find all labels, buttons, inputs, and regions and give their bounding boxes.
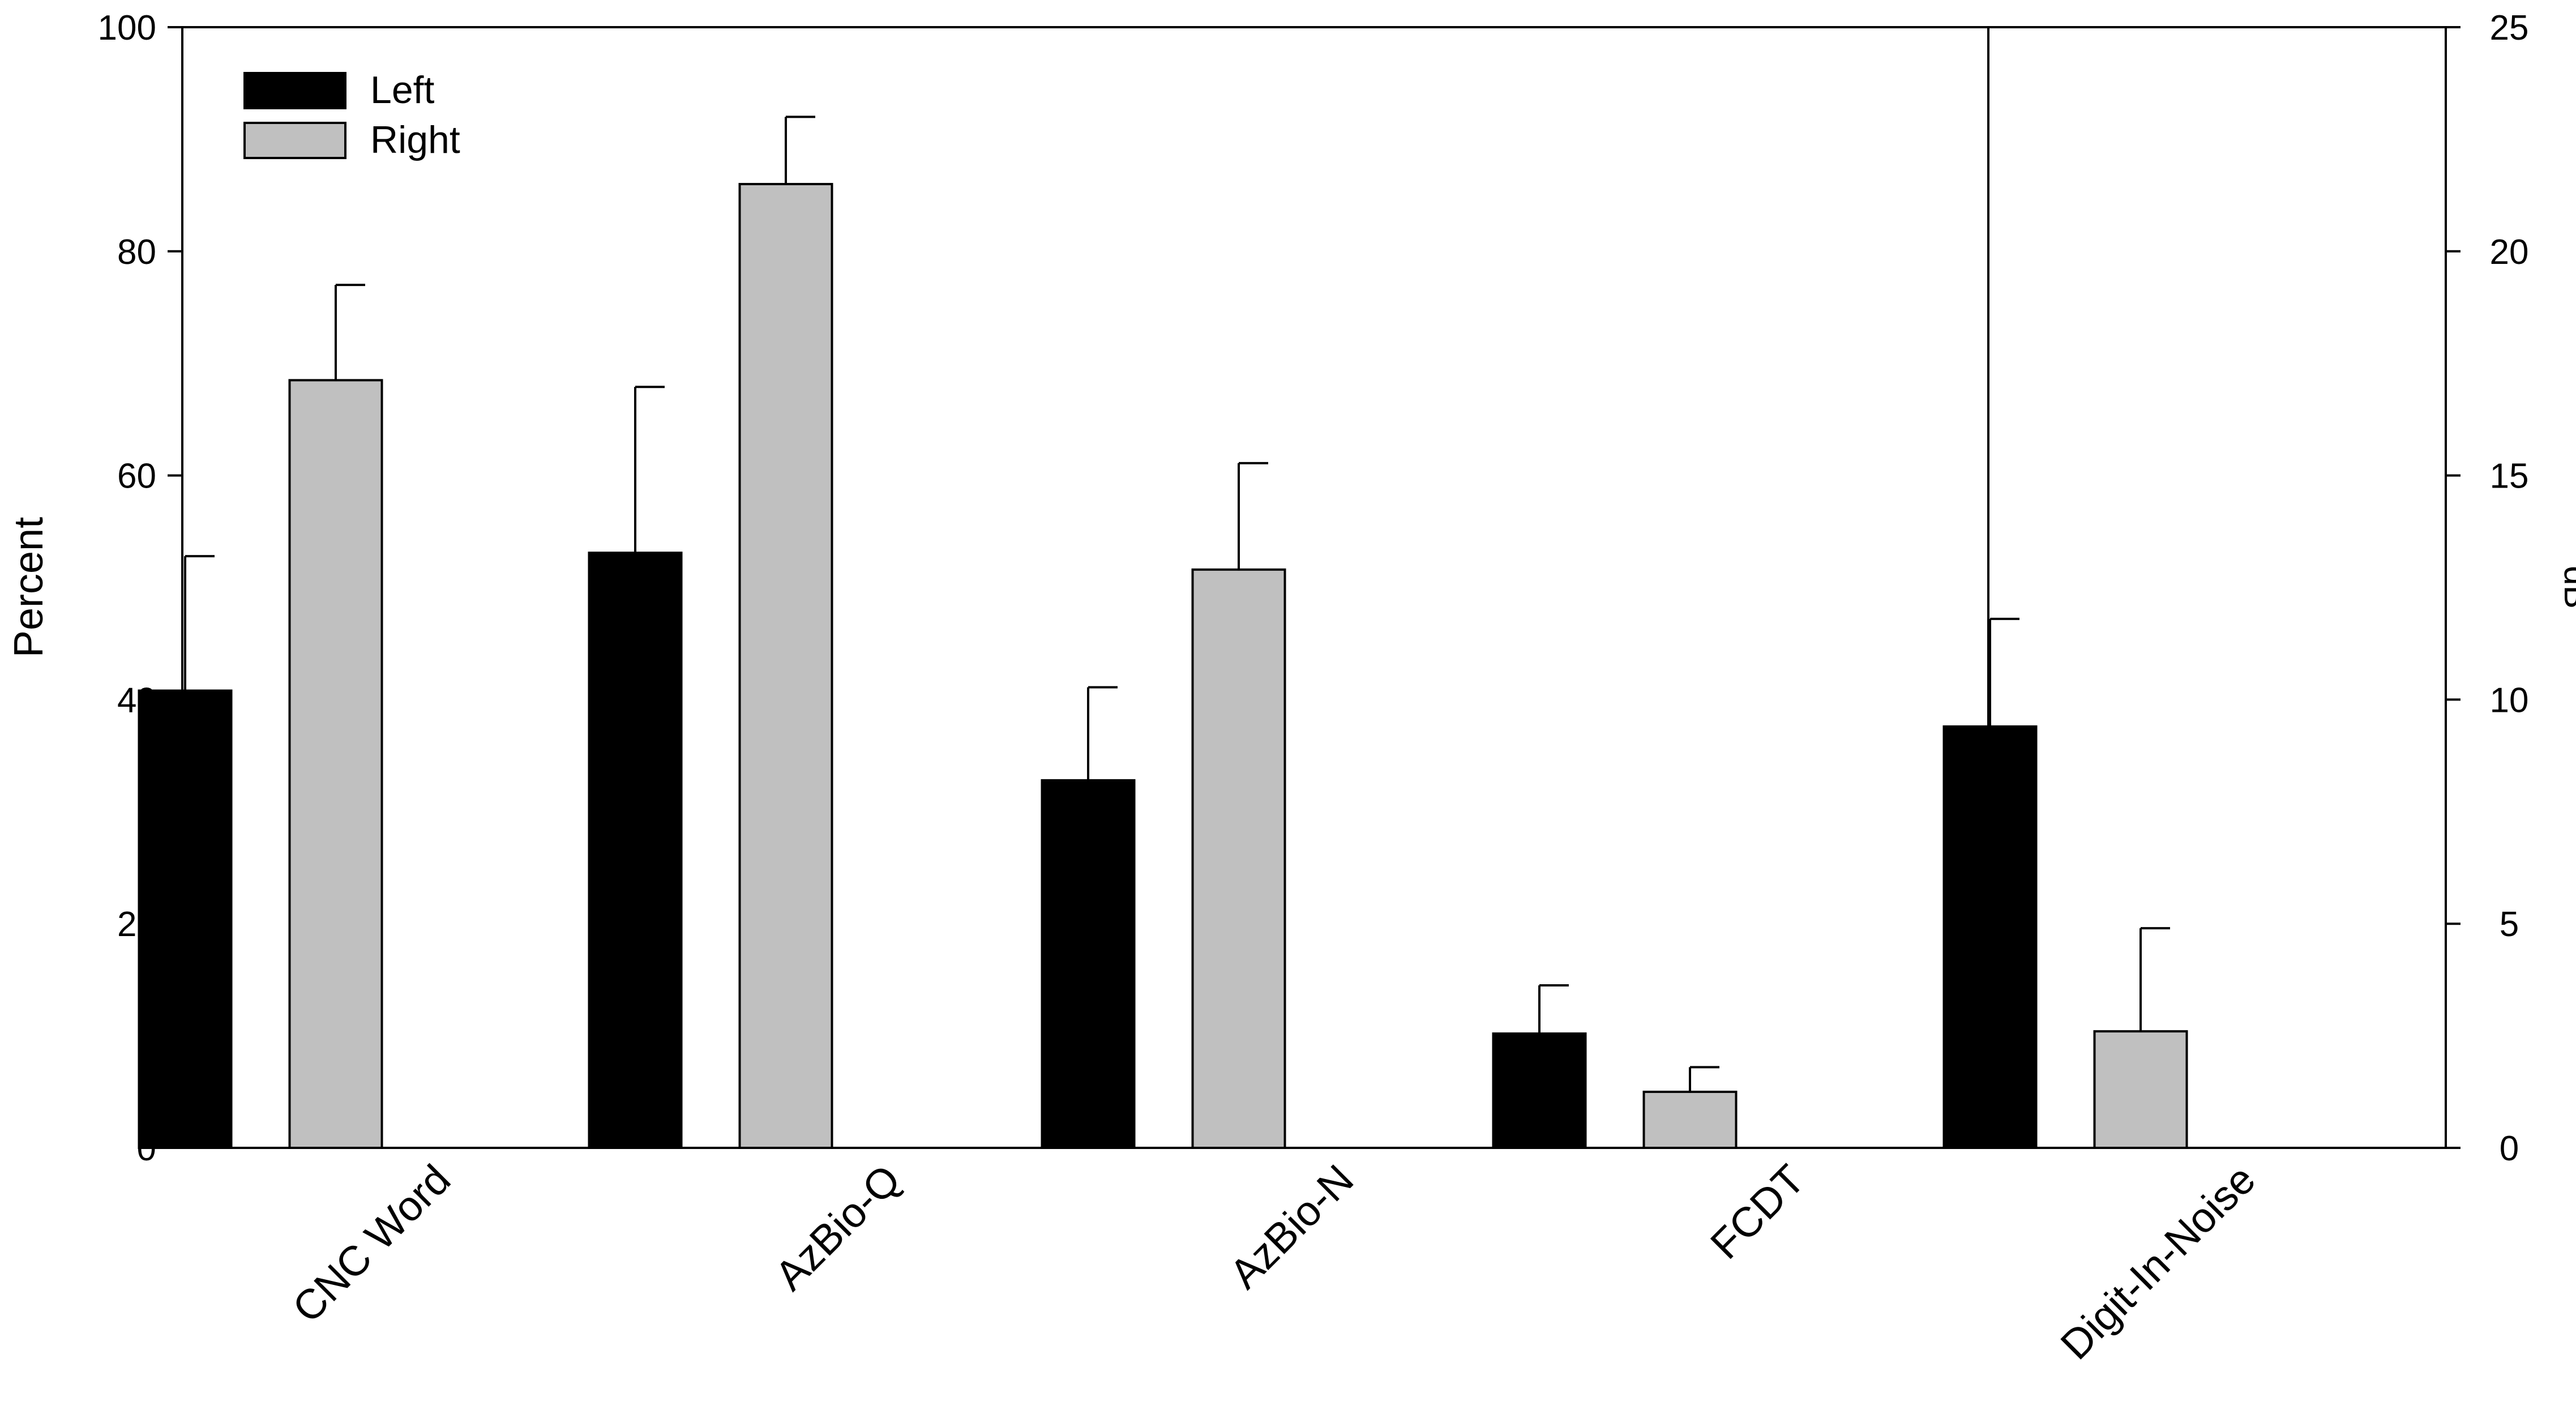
bar-right (1642, 1091, 1738, 1150)
legend: Left Right (243, 69, 460, 161)
legend-label-left: Left (370, 69, 435, 112)
left-axis-tick-label: 20 (117, 905, 156, 944)
legend-label-right: Right (370, 118, 460, 161)
category-label: AzBio-Q (766, 1156, 910, 1300)
category-label: Digit-In-Noise (2052, 1156, 2265, 1369)
category-label: FCDT (1701, 1156, 1813, 1268)
plot-frame (181, 26, 2447, 1149)
bar-right (288, 379, 383, 1149)
left-axis-tick-label: 100 (98, 8, 156, 48)
left-axis-tick-label: 60 (117, 457, 156, 496)
right-axis-tick-label: 25 (2490, 8, 2529, 48)
right-axis-tick-label: 0 (2500, 1129, 2519, 1168)
axes: 0 20 40 60 80 100 0 5 10 15 20 25 Percent dB CNC Word A… (6, 8, 2576, 1368)
category-label: CNC Word (284, 1156, 460, 1332)
bar-left (1942, 725, 2038, 1149)
left-axis-tick-label: 0 (137, 1129, 156, 1168)
bar-right (738, 183, 833, 1149)
plot-border (181, 26, 2447, 1149)
legend-swatch-right (243, 122, 346, 159)
bar-left (588, 552, 683, 1149)
bars (138, 116, 2188, 1150)
legend-swatch-left (243, 72, 346, 109)
left-axis-tick-label: 40 (117, 681, 156, 720)
bar-right (2093, 1030, 2188, 1149)
bar-right (1191, 568, 1286, 1149)
right-axis-tick-label: 15 (2490, 457, 2529, 496)
right-axis-tick-label: 10 (2490, 681, 2529, 720)
right-axis-tick-label: 5 (2500, 905, 2519, 944)
left-axis-tick-label: 80 (117, 233, 156, 272)
left-axis-label: Percent (6, 517, 52, 657)
bar-left (138, 689, 233, 1149)
right-axis-tick-label: 20 (2490, 233, 2529, 272)
right-axis-label: dB (2557, 566, 2576, 609)
bar-left (1041, 779, 1136, 1149)
bar-left (1492, 1032, 1587, 1149)
category-label: AzBio-N (1221, 1156, 1363, 1298)
